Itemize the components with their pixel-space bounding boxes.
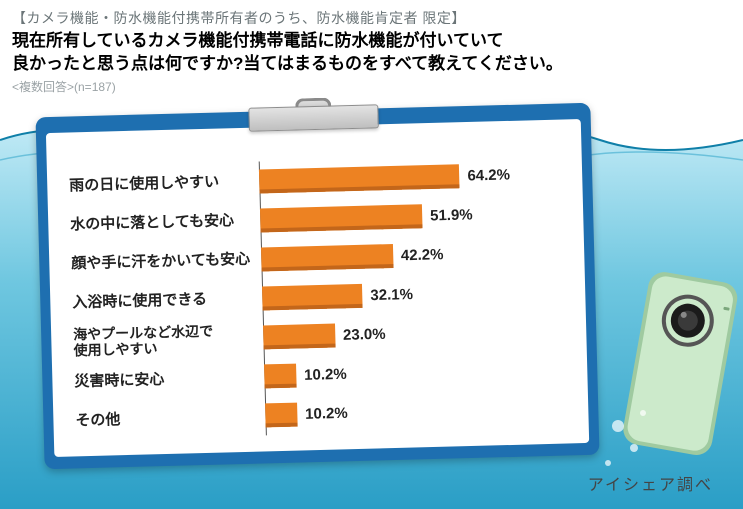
bubble [605, 460, 611, 466]
bar-wrap: 42.2% [261, 239, 563, 271]
bar [263, 324, 335, 350]
row-label: その他 [75, 407, 265, 429]
subtitle: 【カメラ機能・防水機能付携帯所有者のうち、防水機能肯定者 限定】 [12, 8, 731, 28]
bar-chart: 雨の日に使用しやすい 64.2% 水の中に落としても安心 51.9% 顔や手に汗をかいて… [69, 154, 567, 441]
bar [260, 204, 422, 232]
clipboard-clip [248, 96, 379, 131]
row-label: 雨の日に使用しやすい [69, 172, 259, 194]
clipboard-paper: 雨の日に使用しやすい 64.2% 水の中に落としても安心 51.9% 顔や手に汗をかいて… [46, 119, 589, 457]
bar-value: 10.2% [304, 366, 347, 384]
title: 現在所有しているカメラ機能付携帯電話に防水機能が付いていて 良かったと思う点は何… [12, 30, 731, 76]
bar-wrap: 10.2% [264, 357, 566, 389]
bar-wrap: 32.1% [262, 279, 564, 311]
title-line-2: 良かったと思う点は何ですか?当てはまるものをすべて教えてください。 [12, 54, 563, 73]
bubble [612, 420, 624, 432]
bar-value: 42.2% [401, 246, 444, 264]
bar [262, 284, 363, 311]
clip-metal [248, 104, 379, 131]
bar-wrap: 23.0% [263, 318, 565, 350]
title-line-1: 現在所有しているカメラ機能付携帯電話に防水機能が付いていて [12, 31, 503, 50]
bubble [640, 410, 646, 416]
header: 【カメラ機能・防水機能付携帯所有者のうち、防水機能肯定者 限定】 現在所有してい… [0, 0, 743, 99]
bar-value: 23.0% [343, 326, 386, 344]
bar [259, 164, 460, 193]
infographic-container: 【カメラ機能・防水機能付携帯所有者のうち、防水機能肯定者 限定】 現在所有してい… [0, 0, 743, 509]
bar-value: 32.1% [370, 286, 413, 304]
row-label: 海やプールなど水辺で使用しやすい [73, 321, 264, 358]
row-label: 顔や手に汗をかいても安心 [71, 251, 261, 273]
bar [261, 244, 393, 271]
sea-area: 雨の日に使用しやすい 64.2% 水の中に落としても安心 51.9% 顔や手に汗をかいて… [0, 110, 743, 509]
bar-wrap: 64.2% [259, 161, 561, 193]
clipboard: 雨の日に使用しやすい 64.2% 水の中に落としても安心 51.9% 顔や手に汗をかいて… [35, 103, 599, 469]
row-label: 入浴時に使用できる [72, 290, 262, 312]
bar-wrap: 10.2% [265, 396, 567, 428]
bar [265, 403, 297, 428]
bar-value: 64.2% [467, 166, 510, 184]
bubble [630, 444, 638, 452]
bar-value: 51.9% [430, 206, 473, 224]
credit-text: アイシェア調べ [588, 471, 713, 495]
bar [264, 364, 296, 389]
bar-wrap: 51.9% [260, 200, 562, 232]
row-label: 災害時に安心 [74, 368, 264, 390]
meta-line: <複数回答>(n=187) [12, 78, 731, 95]
bar-value: 10.2% [305, 405, 348, 423]
row-label: 水の中に落としても安心 [70, 212, 260, 234]
